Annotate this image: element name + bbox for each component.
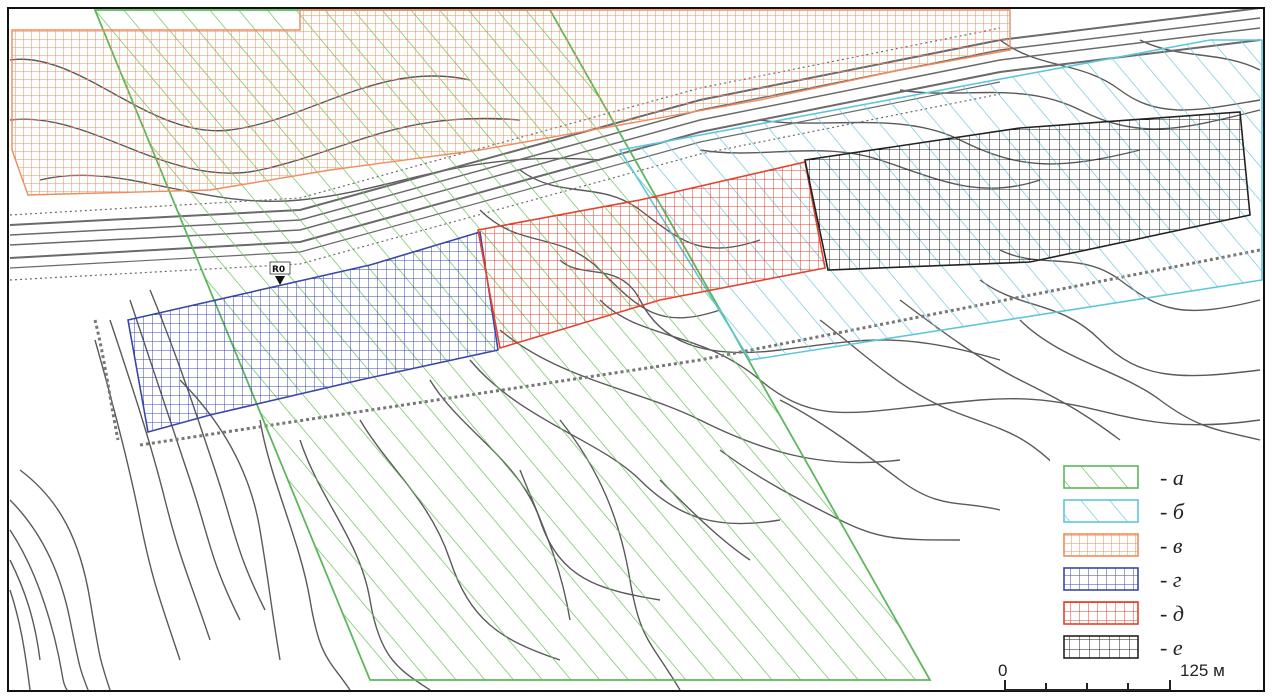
legend-item-b: - б [1063, 499, 1185, 524]
legend-item-d: - д [1063, 601, 1184, 626]
zone-e [804, 111, 1251, 271]
legend-label-e: - е [1160, 635, 1183, 660]
legend-label-g: - г [1160, 567, 1182, 592]
survey-line-west [93, 319, 120, 441]
legend-item-g: - г [1063, 567, 1182, 592]
legend-label-d: - д [1160, 601, 1184, 626]
zone-d [477, 161, 826, 350]
map-border [7, 7, 1265, 692]
legend-item-e: - е [1063, 635, 1183, 660]
survey-marker: R0 [269, 261, 291, 285]
scale-end-label: 125 м [1180, 661, 1225, 680]
legend-item-v: - в [1063, 533, 1183, 558]
scale-bar: 0 125 м [998, 661, 1225, 691]
marker-label: R0 [272, 265, 285, 275]
scale-start-label: 0 [998, 661, 1007, 680]
legend-label-b: - б [1160, 499, 1185, 524]
legend-label-a: - а [1160, 465, 1184, 490]
legend-item-a: - а [1063, 465, 1184, 490]
zone-v [11, 9, 1011, 196]
legend: - а - б - в - г - д - е [1050, 452, 1200, 680]
zone-g [127, 230, 499, 434]
legend-label-v: - в [1160, 533, 1183, 558]
